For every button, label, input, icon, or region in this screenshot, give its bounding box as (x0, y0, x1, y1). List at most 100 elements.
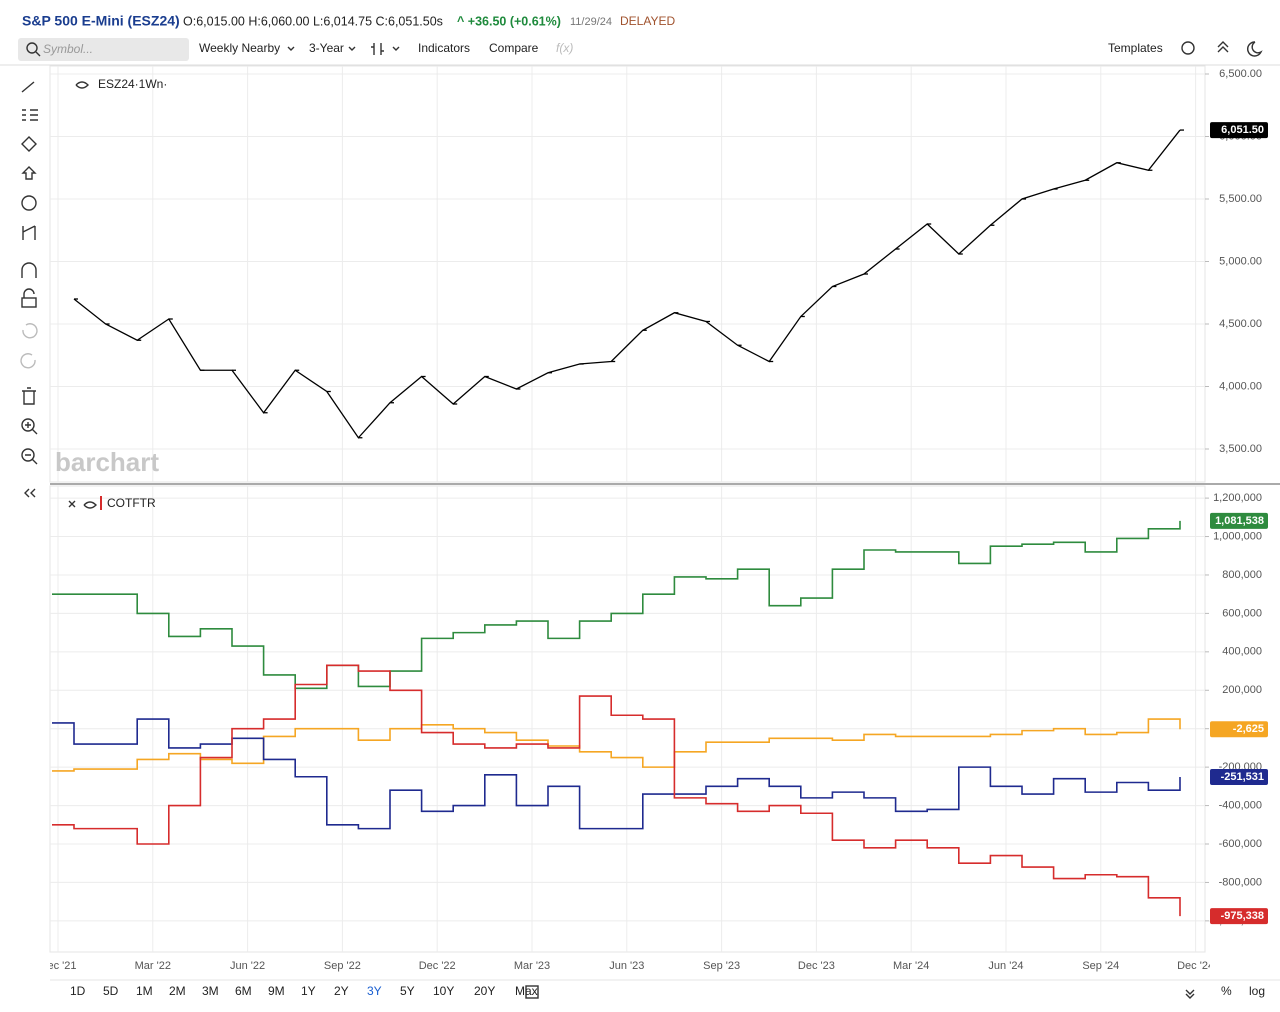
last-value-label: -975,338 (1221, 910, 1264, 922)
last-value-box (1210, 769, 1268, 786)
dropdown-icon (287, 46, 295, 51)
price-grid (50, 66, 1205, 482)
range-button[interactable]: 5Y (400, 984, 415, 998)
last-value-label: 6,051.50 (1221, 124, 1264, 136)
line-tool[interactable] (21, 81, 35, 93)
status: DELAYED (620, 14, 675, 28)
lock-tool[interactable] (23, 288, 35, 298)
price-line (73, 129, 1181, 439)
templates-button[interactable]: Templates (1108, 41, 1163, 55)
range-button[interactable]: 3Y (367, 984, 382, 998)
range-button[interactable]: 3-Year (309, 41, 344, 55)
y-tick-label: 600,000 (1222, 607, 1262, 619)
zoom-out-button[interactable] (25, 454, 38, 465)
percent-button[interactable]: % (1221, 984, 1232, 998)
collapse-panel-button[interactable] (24, 488, 36, 498)
search-icon (35, 51, 41, 57)
x-tick-label: Sep '22 (324, 960, 361, 972)
x-tick-label: Dec '23 (798, 960, 835, 972)
cot-plot (52, 520, 1181, 917)
range-button[interactable]: 2Y (334, 984, 349, 998)
x-tick-label: Mar '23 (514, 960, 550, 972)
shape-tool[interactable] (21, 136, 37, 152)
chart-type-button[interactable] (371, 43, 384, 55)
magnet-tool[interactable] (21, 262, 37, 278)
last-value-box (1210, 122, 1268, 139)
undo-button[interactable] (22, 323, 38, 339)
indicators-button[interactable]: Indicators (418, 41, 470, 55)
date: 11/29/24 (570, 16, 612, 28)
y-tick-label: -800,000 (1219, 876, 1262, 888)
range-button[interactable]: 6M (235, 984, 252, 998)
zoom-in-button[interactable] (25, 422, 38, 435)
last-value-label: -251,531 (1221, 771, 1264, 783)
last-value-box (1210, 908, 1268, 925)
price-study-label: ESZ24·1Wn· (98, 77, 167, 91)
dropdown-icon (348, 46, 356, 51)
x-tick-label: Dec '21 (40, 960, 77, 972)
range-button[interactable]: 10Y (433, 984, 454, 998)
collapse-button[interactable] (1217, 41, 1229, 53)
price-pane (49, 65, 1206, 483)
x-tick-label: Jun '23 (609, 960, 644, 972)
ohlc: O:6,015.00 H:6,060.00 L:6,014.75 C:6,051… (183, 14, 443, 28)
range-button[interactable]: 5D (103, 984, 119, 998)
x-axis: Dec '21 Mar '22 Jun '22 Sep '22 Dec '22 Mar '… (40, 960, 1214, 972)
change: ^ +36.50 (+0.61%) (457, 14, 561, 28)
symbol-placeholder: Symbol... (43, 42, 93, 56)
range-button[interactable]: 1M (136, 984, 153, 998)
dropdown-icon (392, 46, 400, 51)
range-button[interactable]: 3M (202, 984, 219, 998)
fib-tool[interactable] (22, 109, 38, 121)
range-bar: 1D 5D 1M 2M 3M 6M 9M 1Y 2Y 3Y 5Y 10Y 20Y Max (70, 984, 538, 998)
lock-tool[interactable] (21, 297, 37, 308)
redo-button[interactable] (20, 353, 36, 369)
compare-button[interactable]: Compare (489, 41, 539, 55)
range-button[interactable]: 2M (169, 984, 186, 998)
y-tick-label: 400,000 (1222, 646, 1262, 658)
text-tool[interactable] (21, 195, 37, 211)
dark-mode-button[interactable] (1247, 41, 1263, 57)
visibility-icon[interactable] (75, 81, 89, 89)
range-button[interactable]: 20Y (474, 984, 495, 998)
period-button[interactable]: Weekly Nearby (199, 41, 280, 55)
log-button[interactable]: log (1249, 984, 1265, 998)
search-icon (26, 42, 38, 54)
x-tick-label: Mar '24 (893, 960, 929, 972)
arrow-tool[interactable] (21, 166, 37, 180)
x-tick-label: Dec '24 (1177, 960, 1214, 972)
x-tick-label: Mar '22 (135, 960, 171, 972)
x-tick-label: Jun '24 (988, 960, 1023, 972)
x-tick-label: Sep '23 (703, 960, 740, 972)
y-tick-label: 4,000.00 (1219, 380, 1262, 392)
last-value-label: 1,081,538 (1215, 515, 1264, 527)
fx-button[interactable]: f(x) (556, 41, 573, 55)
range-button[interactable]: 1Y (301, 984, 316, 998)
cot-series (52, 520, 1181, 690)
visibility-icon[interactable] (83, 501, 97, 509)
symbol-title: S&P 500 E-Mini (ESZ24) (22, 13, 180, 29)
settings-button[interactable] (1181, 41, 1195, 55)
expand-button[interactable] (1185, 989, 1195, 999)
y-tick-label: 6,500.00 (1219, 68, 1262, 80)
range-button[interactable]: 1D (70, 984, 86, 998)
x-tick-label: Dec '22 (419, 960, 456, 972)
y-tick-label: -600,000 (1219, 838, 1262, 850)
measure-tool[interactable] (22, 225, 36, 240)
remove-study-button[interactable] (68, 500, 76, 508)
y-tick-label: 5,000.00 (1219, 255, 1262, 267)
study-color (100, 496, 102, 510)
symbol-input[interactable] (18, 38, 189, 61)
y-tick-label: 4,500.00 (1219, 318, 1262, 330)
cot-series (52, 718, 1181, 830)
cot-series (52, 664, 1181, 917)
zoom-out-button[interactable] (21, 448, 35, 462)
calendar-button[interactable] (525, 985, 539, 999)
left-toolbar (20, 81, 38, 498)
x-tick-label: Jun '22 (230, 960, 265, 972)
last-value-box (1210, 512, 1268, 529)
range-button[interactable]: 9M (268, 984, 285, 998)
zoom-in-button[interactable] (21, 418, 35, 432)
delete-button[interactable] (22, 387, 36, 405)
